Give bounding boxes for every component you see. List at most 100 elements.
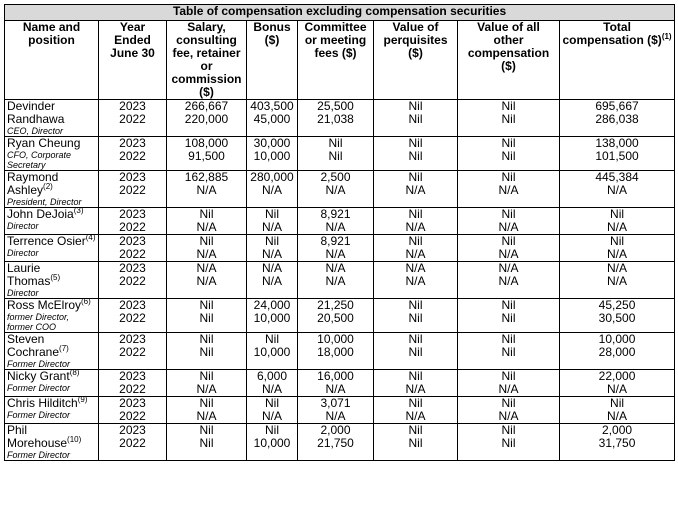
total-compensation-value: 31,750 xyxy=(598,436,636,450)
perquisites-value: Nil xyxy=(408,423,423,437)
year: 2022 xyxy=(119,436,146,450)
salary-value: 266,667 xyxy=(184,99,229,113)
total-compensation-value: 138,000 xyxy=(595,136,639,150)
total-compensation-value: 22,000 xyxy=(598,369,636,383)
perquisites-value: N/A xyxy=(405,183,426,197)
salary-value: N/A xyxy=(196,409,217,423)
table-row: Ross McElroy(6) former Director, former C… xyxy=(4,297,676,333)
person-name: Devinder Randhawa xyxy=(7,100,96,126)
salary-value: 220,000 xyxy=(184,112,229,126)
salary-value: N/A xyxy=(196,183,217,197)
table-header-row: Name and position Year Ended June 30 Salar… xyxy=(4,20,676,100)
committee-fees-value: 16,000 xyxy=(317,369,354,383)
perquisites-value: Nil xyxy=(408,136,423,150)
header-text: Value of perquisites ($) xyxy=(383,20,448,60)
table-row: Laurie Thomas(5) Director 2023 2022 N/A N/A N/… xyxy=(4,261,676,299)
person-name: John DeJoia(3) xyxy=(7,207,96,221)
year-cell: 2023 2022 xyxy=(98,423,167,461)
committee-fees-value: 25,500 xyxy=(317,99,354,113)
person-position: Director xyxy=(7,248,39,258)
person-name: Nicky Grant(8) xyxy=(7,369,96,383)
salary-value-cell: Nil Nil xyxy=(166,423,247,461)
committee-fees-value-cell: 16,000 N/A xyxy=(297,369,374,397)
total-compensation-value-cell: 22,000 N/A xyxy=(558,369,676,397)
committee-fees-value: 2,500 xyxy=(320,170,351,184)
salary-value: Nil xyxy=(199,234,214,248)
bonus-value-cell: Nil 10,000 xyxy=(246,423,298,461)
bonus-value: N/A xyxy=(261,274,282,288)
year: 2023 xyxy=(119,423,146,437)
total-compensation-value: N/A xyxy=(607,382,628,396)
committee-fees-value: N/A xyxy=(325,409,346,423)
committee-fees-value-cell: 8,921 N/A xyxy=(297,207,374,235)
perquisites-value-cell: Nil Nil xyxy=(373,136,458,171)
perquisites-value-cell: Nil Nil xyxy=(373,99,458,137)
header-text: Total compensation ($) xyxy=(562,20,662,47)
footnote-ref: (6) xyxy=(81,297,91,306)
footnote-ref: (9) xyxy=(77,395,88,404)
perquisites-value: Nil xyxy=(408,99,423,113)
salary-value: Nil xyxy=(199,423,214,437)
total-compensation-value-cell: Nil N/A xyxy=(558,396,676,424)
other-compensation-value: N/A xyxy=(498,382,519,396)
year: 2023 xyxy=(119,332,146,346)
perquisites-value: N/A xyxy=(405,220,426,234)
other-compensation-value: N/A xyxy=(498,183,519,197)
bonus-value: 30,000 xyxy=(253,136,291,150)
name-position-cell: Nicky Grant(8) Former Director xyxy=(4,369,99,397)
perquisites-value: Nil xyxy=(408,332,423,346)
header-name-position: Name and position xyxy=(4,20,99,100)
other-compensation-value: Nil xyxy=(501,170,516,184)
other-compensation-value: Nil xyxy=(501,99,516,113)
salary-value-cell: 162,885 N/A xyxy=(166,170,247,208)
perquisites-value: Nil xyxy=(408,234,423,248)
person-position: Director xyxy=(7,288,39,298)
name-position-cell: Raymond Ashley(2) President, Director xyxy=(4,170,99,208)
bonus-value: 10,000 xyxy=(253,436,291,450)
committee-fees-value-cell: 2,000 21,750 xyxy=(297,423,374,461)
perquisites-value: Nil xyxy=(408,112,423,126)
salary-value: N/A xyxy=(196,261,217,275)
year: 2023 xyxy=(119,136,146,150)
salary-value-cell: 266,667 220,000 xyxy=(166,99,247,137)
year-cell: 2023 2022 xyxy=(98,298,167,333)
header-text: Year Ended June 30 xyxy=(110,20,155,60)
salary-value: Nil xyxy=(199,311,214,325)
total-compensation-value: 695,667 xyxy=(595,99,639,113)
salary-value-cell: Nil Nil xyxy=(166,298,247,333)
bonus-value: 10,000 xyxy=(253,311,291,325)
committee-fees-value: 8,921 xyxy=(320,234,351,248)
committee-fees-value: N/A xyxy=(325,261,346,275)
committee-fees-value: Nil xyxy=(328,149,343,163)
table-title: Table of compensation excluding compensa… xyxy=(3,4,676,21)
header-text: Name and position xyxy=(22,20,81,47)
year: 2023 xyxy=(119,298,146,312)
perquisites-value: N/A xyxy=(405,382,426,396)
committee-fees-value-cell: 2,500 N/A xyxy=(297,170,374,208)
committee-fees-value: N/A xyxy=(325,220,346,234)
table-row: Devinder Randhawa CEO, Director 2023 2022 26… xyxy=(4,99,676,137)
other-compensation-value: Nil xyxy=(501,436,516,450)
name-position-cell: Laurie Thomas(5) Director xyxy=(4,261,99,299)
person-position: Former Director xyxy=(7,359,71,369)
salary-value: Nil xyxy=(199,298,214,312)
perquisites-value-cell: Nil Nil xyxy=(373,298,458,333)
year: 2022 xyxy=(119,112,146,126)
total-compensation-value: 101,500 xyxy=(595,149,639,163)
table-row: John DeJoia(3) Director 2023 2022 Nil N/A Nil N… xyxy=(4,207,676,235)
total-compensation-value: 28,000 xyxy=(598,345,636,359)
header-bonus: Bonus ($) xyxy=(246,20,298,100)
table-row: Terrence Osier(4) Director 2023 2022 Nil N/A N… xyxy=(4,234,676,262)
other-compensation-value-cell: Nil N/A xyxy=(457,234,560,262)
committee-fees-value: 20,500 xyxy=(317,311,354,325)
committee-fees-value: N/A xyxy=(325,382,346,396)
perquisites-value-cell: Nil N/A xyxy=(373,369,458,397)
person-position: former Director, former COO xyxy=(7,312,70,332)
other-compensation-value-cell: Nil Nil xyxy=(457,298,560,333)
total-compensation-value: N/A xyxy=(607,409,628,423)
committee-fees-value: 21,250 xyxy=(317,298,354,312)
year: 2023 xyxy=(119,234,146,248)
bonus-value: N/A xyxy=(261,382,282,396)
salary-value: 108,000 xyxy=(184,136,229,150)
salary-value: 162,885 xyxy=(184,170,229,184)
